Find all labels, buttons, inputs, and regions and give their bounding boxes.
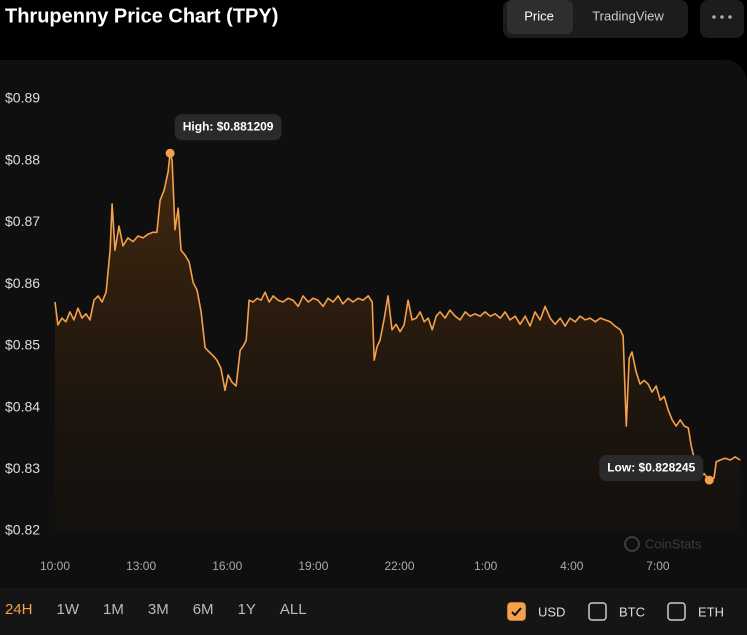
checkbox[interactable] <box>588 602 607 621</box>
checkmark <box>511 607 522 617</box>
tab[interactable]: Price <box>524 8 554 23</box>
watermark: CoinStats <box>645 536 702 551</box>
x-tick-label: 7:00 <box>646 559 670 573</box>
dot <box>720 15 724 19</box>
range-button[interactable]: 1M <box>103 601 124 618</box>
range-button[interactable]: 24H <box>5 601 33 618</box>
x-tick-label: 19:00 <box>298 559 328 573</box>
annotation-box <box>174 114 282 141</box>
x-tick-label: 10:00 <box>40 559 70 573</box>
watermark-icon <box>624 536 640 552</box>
range-button[interactable]: 6M <box>193 601 214 618</box>
y-tick-label: $0.85 <box>5 337 40 353</box>
y-tick-label: $0.82 <box>5 522 40 538</box>
chart-title: Thrupenny Price Chart (TPY) <box>5 5 278 27</box>
x-tick-label: 16:00 <box>212 559 242 573</box>
x-tick-label: 4:00 <box>560 559 584 573</box>
x-tick-label: 1:00 <box>474 559 498 573</box>
tab-active[interactable] <box>507 0 573 34</box>
dot <box>728 15 732 19</box>
checkbox[interactable] <box>667 602 686 621</box>
y-tick-label: $0.89 <box>5 90 40 106</box>
range-button[interactable]: ALL <box>280 601 307 618</box>
y-tick-label: $0.84 <box>5 398 40 414</box>
checkbox[interactable] <box>507 602 526 621</box>
x-tick-label: 13:00 <box>126 559 156 573</box>
annotation: High: $0.881209 <box>183 119 274 133</box>
extreme-point <box>704 475 714 485</box>
tab[interactable]: TradingView <box>592 8 664 23</box>
y-tick-label: $0.87 <box>5 213 40 229</box>
y-tick-label: $0.88 <box>5 151 40 167</box>
more-button[interactable] <box>700 0 744 38</box>
area <box>55 153 741 532</box>
currency-label[interactable]: BTC <box>619 604 645 619</box>
range-button[interactable]: 3M <box>148 601 169 618</box>
extreme-point <box>165 148 175 158</box>
dot <box>712 15 716 19</box>
bottom-bar <box>0 588 747 635</box>
currency-label[interactable]: ETH <box>698 604 724 619</box>
currency-label[interactable]: USD <box>538 604 565 619</box>
y-tick-label: $0.86 <box>5 275 40 291</box>
y-tick-label: $0.83 <box>5 460 40 476</box>
range-button[interactable]: 1Y <box>238 601 256 618</box>
annotation-box <box>599 455 704 482</box>
annotation: Low: $0.828245 <box>607 460 695 474</box>
price-line <box>54 152 741 481</box>
x-tick-label: 22:00 <box>384 559 414 573</box>
range-button[interactable]: 1W <box>57 601 80 618</box>
